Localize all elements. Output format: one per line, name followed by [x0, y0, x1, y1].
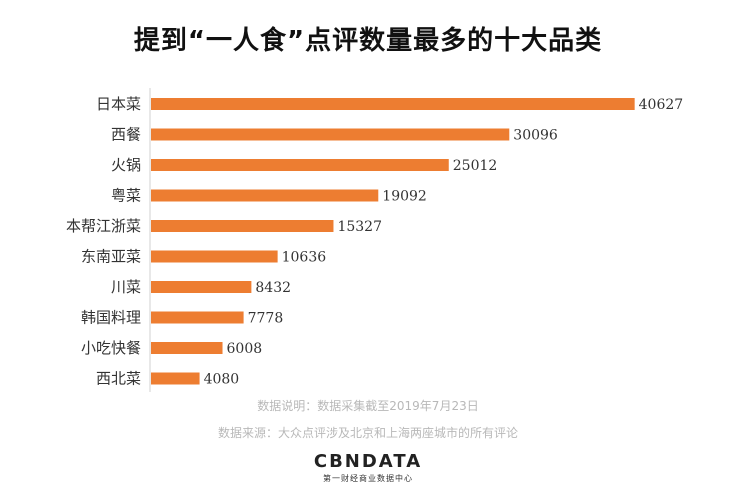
chart-title: 提到“一人食”点评数量最多的十大品类	[133, 26, 603, 56]
category-label-9: 小吃快餐	[81, 339, 141, 357]
bar-3	[151, 159, 449, 171]
bar-5	[151, 220, 334, 232]
category-label-4: 粤菜	[111, 187, 141, 205]
category-label-10: 西北菜	[96, 370, 141, 388]
category-label-7: 川菜	[111, 278, 141, 296]
bar-8	[151, 311, 244, 324]
bar-9	[151, 342, 223, 354]
value-label-8: 7778	[248, 311, 284, 327]
value-label-6: 10636	[282, 250, 327, 266]
value-label-2: 30096	[513, 128, 558, 144]
bar-4	[151, 189, 379, 202]
brand-subtitle: 第一财经商业数据中心	[323, 474, 413, 483]
data-note: 数据说明：数据采集截至2019年7月23日	[257, 399, 479, 413]
category-label-3: 火锅	[111, 156, 141, 174]
category-label-6: 东南亚菜	[81, 248, 141, 266]
category-label-5: 本帮江浙菜	[66, 217, 141, 235]
category-label-2: 西餐	[111, 126, 141, 144]
value-label-1: 40627	[639, 97, 684, 113]
data-source-note: 数据来源：大众点评涉及北京和上海两座城市的所有评论	[217, 426, 518, 440]
value-label-3: 25012	[453, 158, 498, 174]
bars-group: 日本菜 40627 西餐 30096 火锅 25012 粤菜 19092 本帮江浙菜 15327 东…	[66, 95, 683, 388]
value-label-4: 19092	[382, 189, 427, 205]
value-label-10: 4080	[204, 372, 240, 388]
bar-1	[151, 98, 635, 110]
bar-6	[151, 250, 278, 263]
category-label-8: 韩国料理	[81, 309, 141, 327]
value-label-7: 8432	[255, 280, 291, 296]
value-label-5: 15327	[337, 219, 382, 235]
bar-7	[151, 281, 252, 293]
value-label-9: 6008	[227, 341, 263, 357]
bar-10	[151, 372, 200, 385]
brand-logo: CBNDATA	[313, 451, 423, 472]
category-label-1: 日本菜	[96, 95, 141, 113]
bar-2	[151, 128, 510, 141]
